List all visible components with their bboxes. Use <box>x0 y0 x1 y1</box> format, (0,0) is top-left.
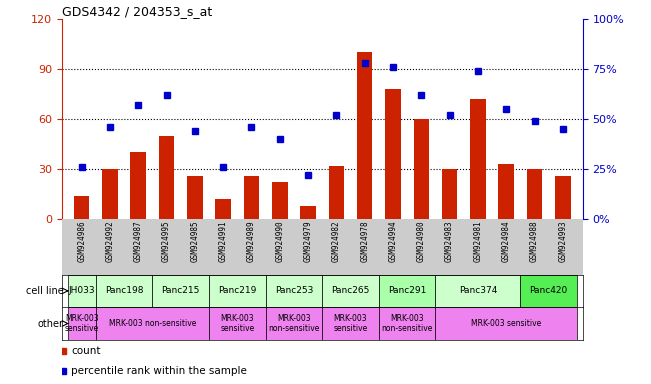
Text: GSM924991: GSM924991 <box>219 220 228 262</box>
Bar <box>322 307 379 340</box>
Text: MRK-003 non-sensitive: MRK-003 non-sensitive <box>109 319 196 328</box>
Bar <box>266 275 322 307</box>
Text: GSM924978: GSM924978 <box>360 220 369 262</box>
Text: GSM924980: GSM924980 <box>417 220 426 262</box>
Bar <box>322 275 379 307</box>
Bar <box>555 175 571 219</box>
Text: GSM924981: GSM924981 <box>473 220 482 262</box>
Bar <box>68 307 96 340</box>
Text: GSM924982: GSM924982 <box>332 220 341 262</box>
Bar <box>436 275 520 307</box>
Text: GSM924987: GSM924987 <box>133 220 143 262</box>
Text: MRK-003
non-sensitive: MRK-003 non-sensitive <box>381 314 433 333</box>
Text: Panc265: Panc265 <box>331 286 370 295</box>
Bar <box>68 275 96 307</box>
Bar <box>215 199 231 219</box>
Text: Panc374: Panc374 <box>459 286 497 295</box>
Text: JH033: JH033 <box>68 286 95 295</box>
Text: GSM924995: GSM924995 <box>162 220 171 262</box>
Text: MRK-003
sensitive: MRK-003 sensitive <box>333 314 368 333</box>
Text: MRK-003
sensitive: MRK-003 sensitive <box>64 314 99 333</box>
Text: Panc215: Panc215 <box>161 286 200 295</box>
Bar <box>520 275 577 307</box>
Bar <box>470 99 486 219</box>
Text: GSM924994: GSM924994 <box>389 220 398 262</box>
Bar <box>379 275 436 307</box>
Bar <box>272 182 288 219</box>
Text: percentile rank within the sample: percentile rank within the sample <box>71 366 247 376</box>
Text: Panc253: Panc253 <box>275 286 313 295</box>
Bar <box>329 166 344 219</box>
Bar <box>379 307 436 340</box>
Text: GSM924979: GSM924979 <box>303 220 312 262</box>
Text: GSM924988: GSM924988 <box>530 220 539 262</box>
Bar <box>209 275 266 307</box>
Text: Panc420: Panc420 <box>529 286 568 295</box>
Text: GSM924983: GSM924983 <box>445 220 454 262</box>
Bar <box>357 53 372 219</box>
Bar <box>74 195 89 219</box>
Bar <box>187 175 202 219</box>
Text: GSM924989: GSM924989 <box>247 220 256 262</box>
Text: GDS4342 / 204353_s_at: GDS4342 / 204353_s_at <box>62 5 212 18</box>
Bar <box>96 307 209 340</box>
Text: other: other <box>37 318 63 329</box>
Bar <box>499 164 514 219</box>
Bar <box>159 136 174 219</box>
Bar <box>130 152 146 219</box>
Text: GSM924990: GSM924990 <box>275 220 284 262</box>
Text: count: count <box>71 346 101 356</box>
Text: Panc198: Panc198 <box>105 286 143 295</box>
Bar <box>243 175 259 219</box>
Text: cell line: cell line <box>25 286 63 296</box>
Bar <box>527 169 542 219</box>
Text: Panc291: Panc291 <box>388 286 426 295</box>
Bar <box>102 169 118 219</box>
Bar <box>300 205 316 219</box>
Text: Panc219: Panc219 <box>218 286 256 295</box>
Text: GSM924985: GSM924985 <box>190 220 199 262</box>
Text: GSM924992: GSM924992 <box>105 220 115 262</box>
Text: GSM924993: GSM924993 <box>559 220 567 262</box>
Text: MRK-003
non-sensitive: MRK-003 non-sensitive <box>268 314 320 333</box>
Text: GSM924984: GSM924984 <box>502 220 511 262</box>
Bar <box>413 119 429 219</box>
Bar <box>152 275 209 307</box>
Bar <box>209 307 266 340</box>
Text: GSM924986: GSM924986 <box>77 220 86 262</box>
Text: MRK-003 sensitive: MRK-003 sensitive <box>471 319 542 328</box>
Bar <box>385 89 401 219</box>
Bar <box>96 275 152 307</box>
Text: MRK-003
sensitive: MRK-003 sensitive <box>220 314 255 333</box>
Bar <box>442 169 458 219</box>
Bar <box>266 307 322 340</box>
Bar <box>436 307 577 340</box>
